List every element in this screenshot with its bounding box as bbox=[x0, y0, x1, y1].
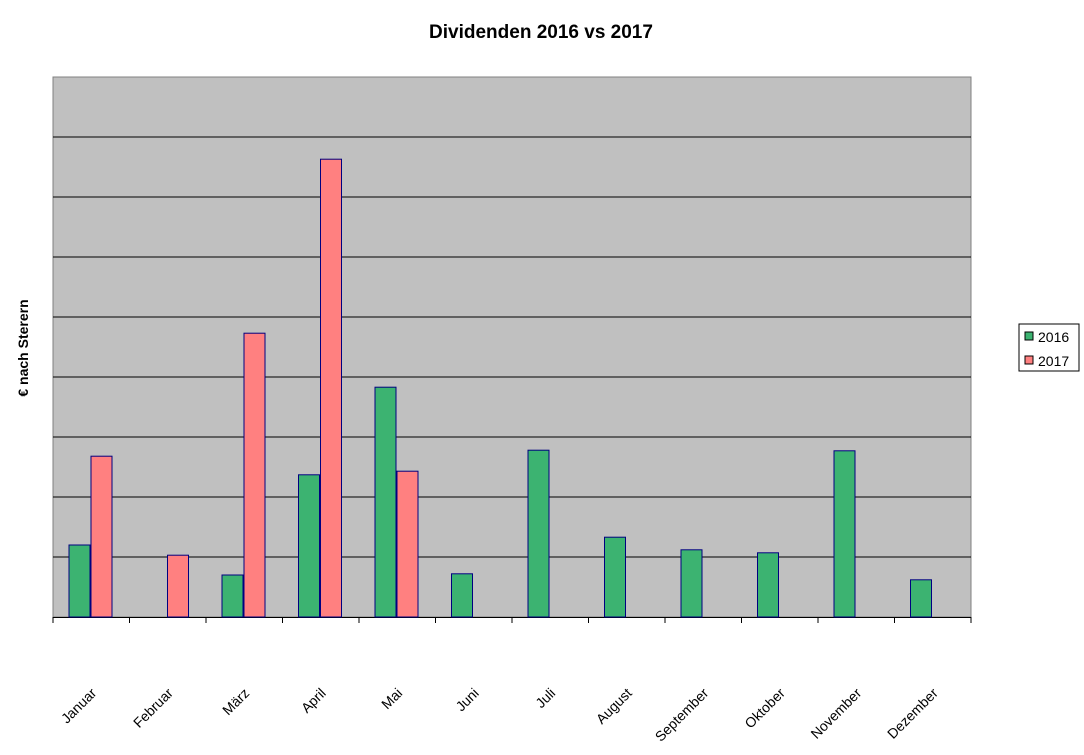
bar-2016-September bbox=[680, 549, 703, 618]
legend-swatch-2016 bbox=[1024, 331, 1034, 341]
bar-2016-Juli bbox=[527, 449, 550, 618]
x-tick-label: Dezember bbox=[884, 685, 941, 742]
x-tick-label: Mai bbox=[378, 685, 405, 712]
x-tick-label: September bbox=[652, 685, 712, 745]
bar-2016-März bbox=[221, 574, 244, 618]
bar-2016-November bbox=[833, 450, 856, 618]
legend-label-2017: 2017 bbox=[1038, 353, 1069, 369]
bar-2017-Januar bbox=[90, 455, 113, 618]
x-tick-label: April bbox=[298, 685, 329, 716]
y-axis-label: € nach Sterern bbox=[15, 299, 31, 396]
x-tick-label: Juni bbox=[452, 685, 481, 714]
x-tick-label: Januar bbox=[58, 685, 100, 727]
bar-2016-Juni bbox=[451, 573, 473, 618]
bar-2016-Januar bbox=[68, 544, 91, 618]
bar-2016-Oktober bbox=[757, 552, 779, 618]
legend-label-2016: 2016 bbox=[1038, 329, 1069, 345]
bar-2017-Februar bbox=[167, 554, 189, 618]
bar-2017-März bbox=[243, 332, 266, 618]
chart-title: Dividenden 2016 vs 2017 bbox=[429, 22, 653, 43]
bar-2016-August bbox=[604, 536, 626, 618]
bar-2017-Mai bbox=[396, 470, 419, 618]
x-tick-label: Juli bbox=[532, 685, 558, 711]
bar-2016-April bbox=[298, 474, 320, 618]
x-tick-label: Februar bbox=[130, 685, 176, 731]
x-tick-label: März bbox=[219, 685, 252, 718]
plot-area: Januar Februar März April Mai Juni Juli August S… bbox=[52, 76, 972, 745]
plot-background bbox=[52, 76, 972, 618]
x-tick-label: Oktober bbox=[741, 685, 788, 732]
legend: 2016 2017 bbox=[1018, 323, 1080, 372]
bar-2016-Dezember bbox=[910, 579, 932, 618]
bar-2017-April bbox=[320, 158, 342, 618]
x-tick-label: November bbox=[807, 685, 864, 742]
x-tick-label: August bbox=[593, 685, 635, 727]
legend-swatch-2017 bbox=[1024, 355, 1034, 365]
bar-2016-Mai bbox=[374, 386, 397, 618]
